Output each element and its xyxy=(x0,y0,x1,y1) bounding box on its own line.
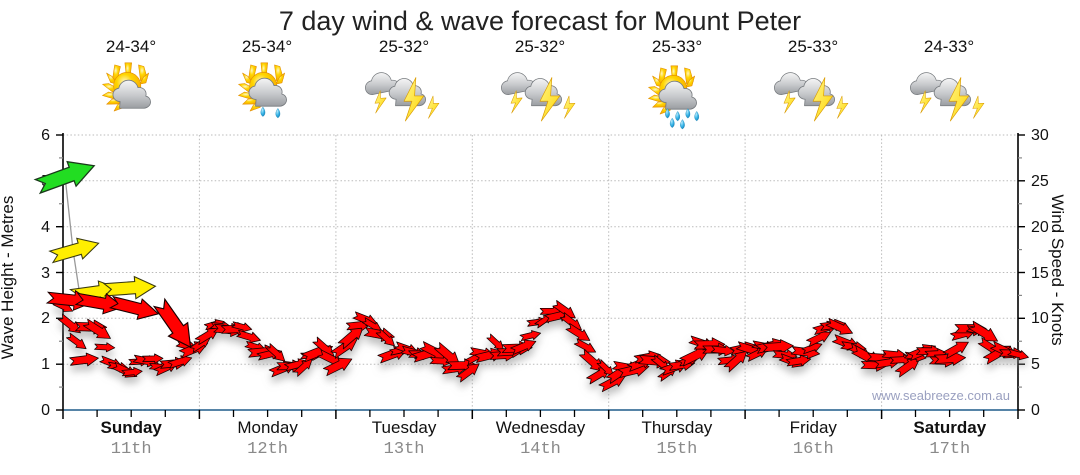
svg-text:0: 0 xyxy=(41,402,50,419)
svg-text:15: 15 xyxy=(1031,265,1049,282)
svg-text:20: 20 xyxy=(1031,219,1049,236)
svg-text:24-34°: 24-34° xyxy=(106,37,156,56)
svg-text:4: 4 xyxy=(41,219,50,236)
svg-text:2: 2 xyxy=(41,310,50,327)
svg-text:30: 30 xyxy=(1031,127,1049,144)
svg-text:24-33°: 24-33° xyxy=(924,37,974,56)
svg-text:0: 0 xyxy=(1031,402,1040,419)
svg-text:1: 1 xyxy=(41,356,50,373)
svg-text:25-32°: 25-32° xyxy=(515,37,565,56)
svg-text:25-32°: 25-32° xyxy=(379,37,429,56)
svg-text:25-33°: 25-33° xyxy=(788,37,838,56)
svg-text:www.seabreeze.com.au: www.seabreeze.com.au xyxy=(871,388,1010,403)
svg-text:10: 10 xyxy=(1031,310,1049,327)
svg-text:25: 25 xyxy=(1031,173,1049,190)
svg-text:25-34°: 25-34° xyxy=(242,37,292,56)
svg-text:5: 5 xyxy=(1031,356,1040,373)
svg-text:6: 6 xyxy=(41,127,50,144)
svg-text:25-33°: 25-33° xyxy=(652,37,702,56)
svg-text:3: 3 xyxy=(41,265,50,282)
